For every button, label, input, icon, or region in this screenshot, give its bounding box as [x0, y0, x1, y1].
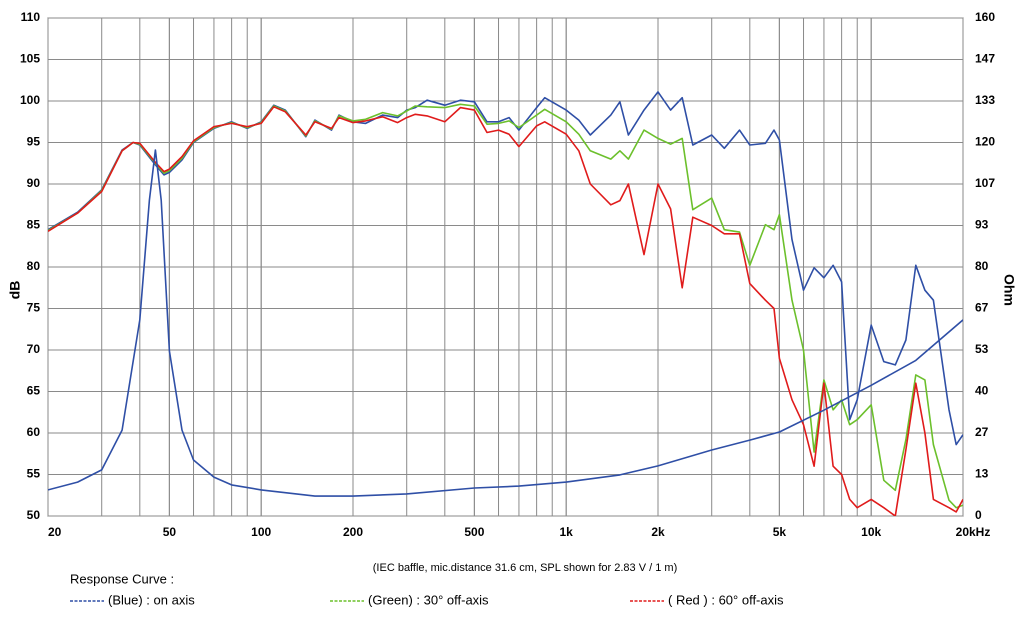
y-tick-label: 100 — [20, 93, 40, 107]
y-tick-label: 60 — [27, 425, 41, 439]
legend-label: ( Red ) : 60° off-axis — [668, 592, 784, 607]
y2-tick-label: 0 — [975, 508, 982, 522]
x-tick-label: 20kHz — [956, 525, 991, 539]
y2-axis-label: Ohm — [1001, 274, 1017, 306]
y2-tick-label: 107 — [975, 176, 995, 190]
legend-label: (Green) : 30° off-axis — [368, 592, 489, 607]
x-tick-label: 1k — [560, 525, 574, 539]
lines — [48, 91, 963, 516]
y-tick-label: 75 — [27, 301, 41, 315]
x-tick-label: 20 — [48, 525, 62, 539]
y-tick-label: 110 — [21, 10, 41, 24]
legend-label: (Blue) : on axis — [108, 592, 195, 607]
y2-tick-label: 160 — [975, 10, 995, 24]
y2-tick-label: 80 — [975, 259, 989, 273]
y2-tick-label: 93 — [975, 218, 989, 232]
y2-tick-label: 133 — [975, 93, 995, 107]
y2-tick-label: 67 — [975, 301, 989, 315]
y-tick-label: 105 — [20, 52, 40, 66]
grid — [47, 17, 964, 517]
y2-tick-label: 27 — [975, 425, 989, 439]
x-tick-label: 2k — [651, 525, 665, 539]
y2-tick-label: 40 — [975, 384, 989, 398]
x-tick-label: 500 — [464, 525, 484, 539]
series-line — [48, 106, 963, 516]
y-tick-label: 70 — [27, 342, 41, 356]
y-tick-label: 55 — [27, 467, 41, 481]
y-tick-label: 50 — [27, 508, 41, 522]
y-axis-label: dB — [7, 281, 23, 300]
y2-tick-label: 53 — [975, 342, 989, 356]
y-tick-label: 65 — [27, 384, 41, 398]
y-tick-label: 80 — [27, 259, 41, 273]
x-tick-label: 100 — [251, 525, 271, 539]
y-tick-label: 85 — [27, 218, 41, 232]
x-tick-label: 200 — [343, 525, 363, 539]
y2-tick-label: 13 — [975, 467, 989, 481]
y2-tick-label: 120 — [975, 135, 995, 149]
legend-title: Response Curve : — [70, 571, 174, 586]
y-tick-label: 90 — [27, 176, 41, 190]
x-tick-label: 5k — [773, 525, 787, 539]
note: (IEC baffle, mic.distance 31.6 cm, SPL s… — [373, 562, 677, 574]
y2-tick-label: 147 — [975, 52, 995, 66]
x-tick-label: 50 — [163, 525, 177, 539]
y-tick-label: 95 — [27, 135, 41, 149]
series-line — [48, 149, 963, 497]
x-tick-label: 10k — [861, 525, 881, 539]
